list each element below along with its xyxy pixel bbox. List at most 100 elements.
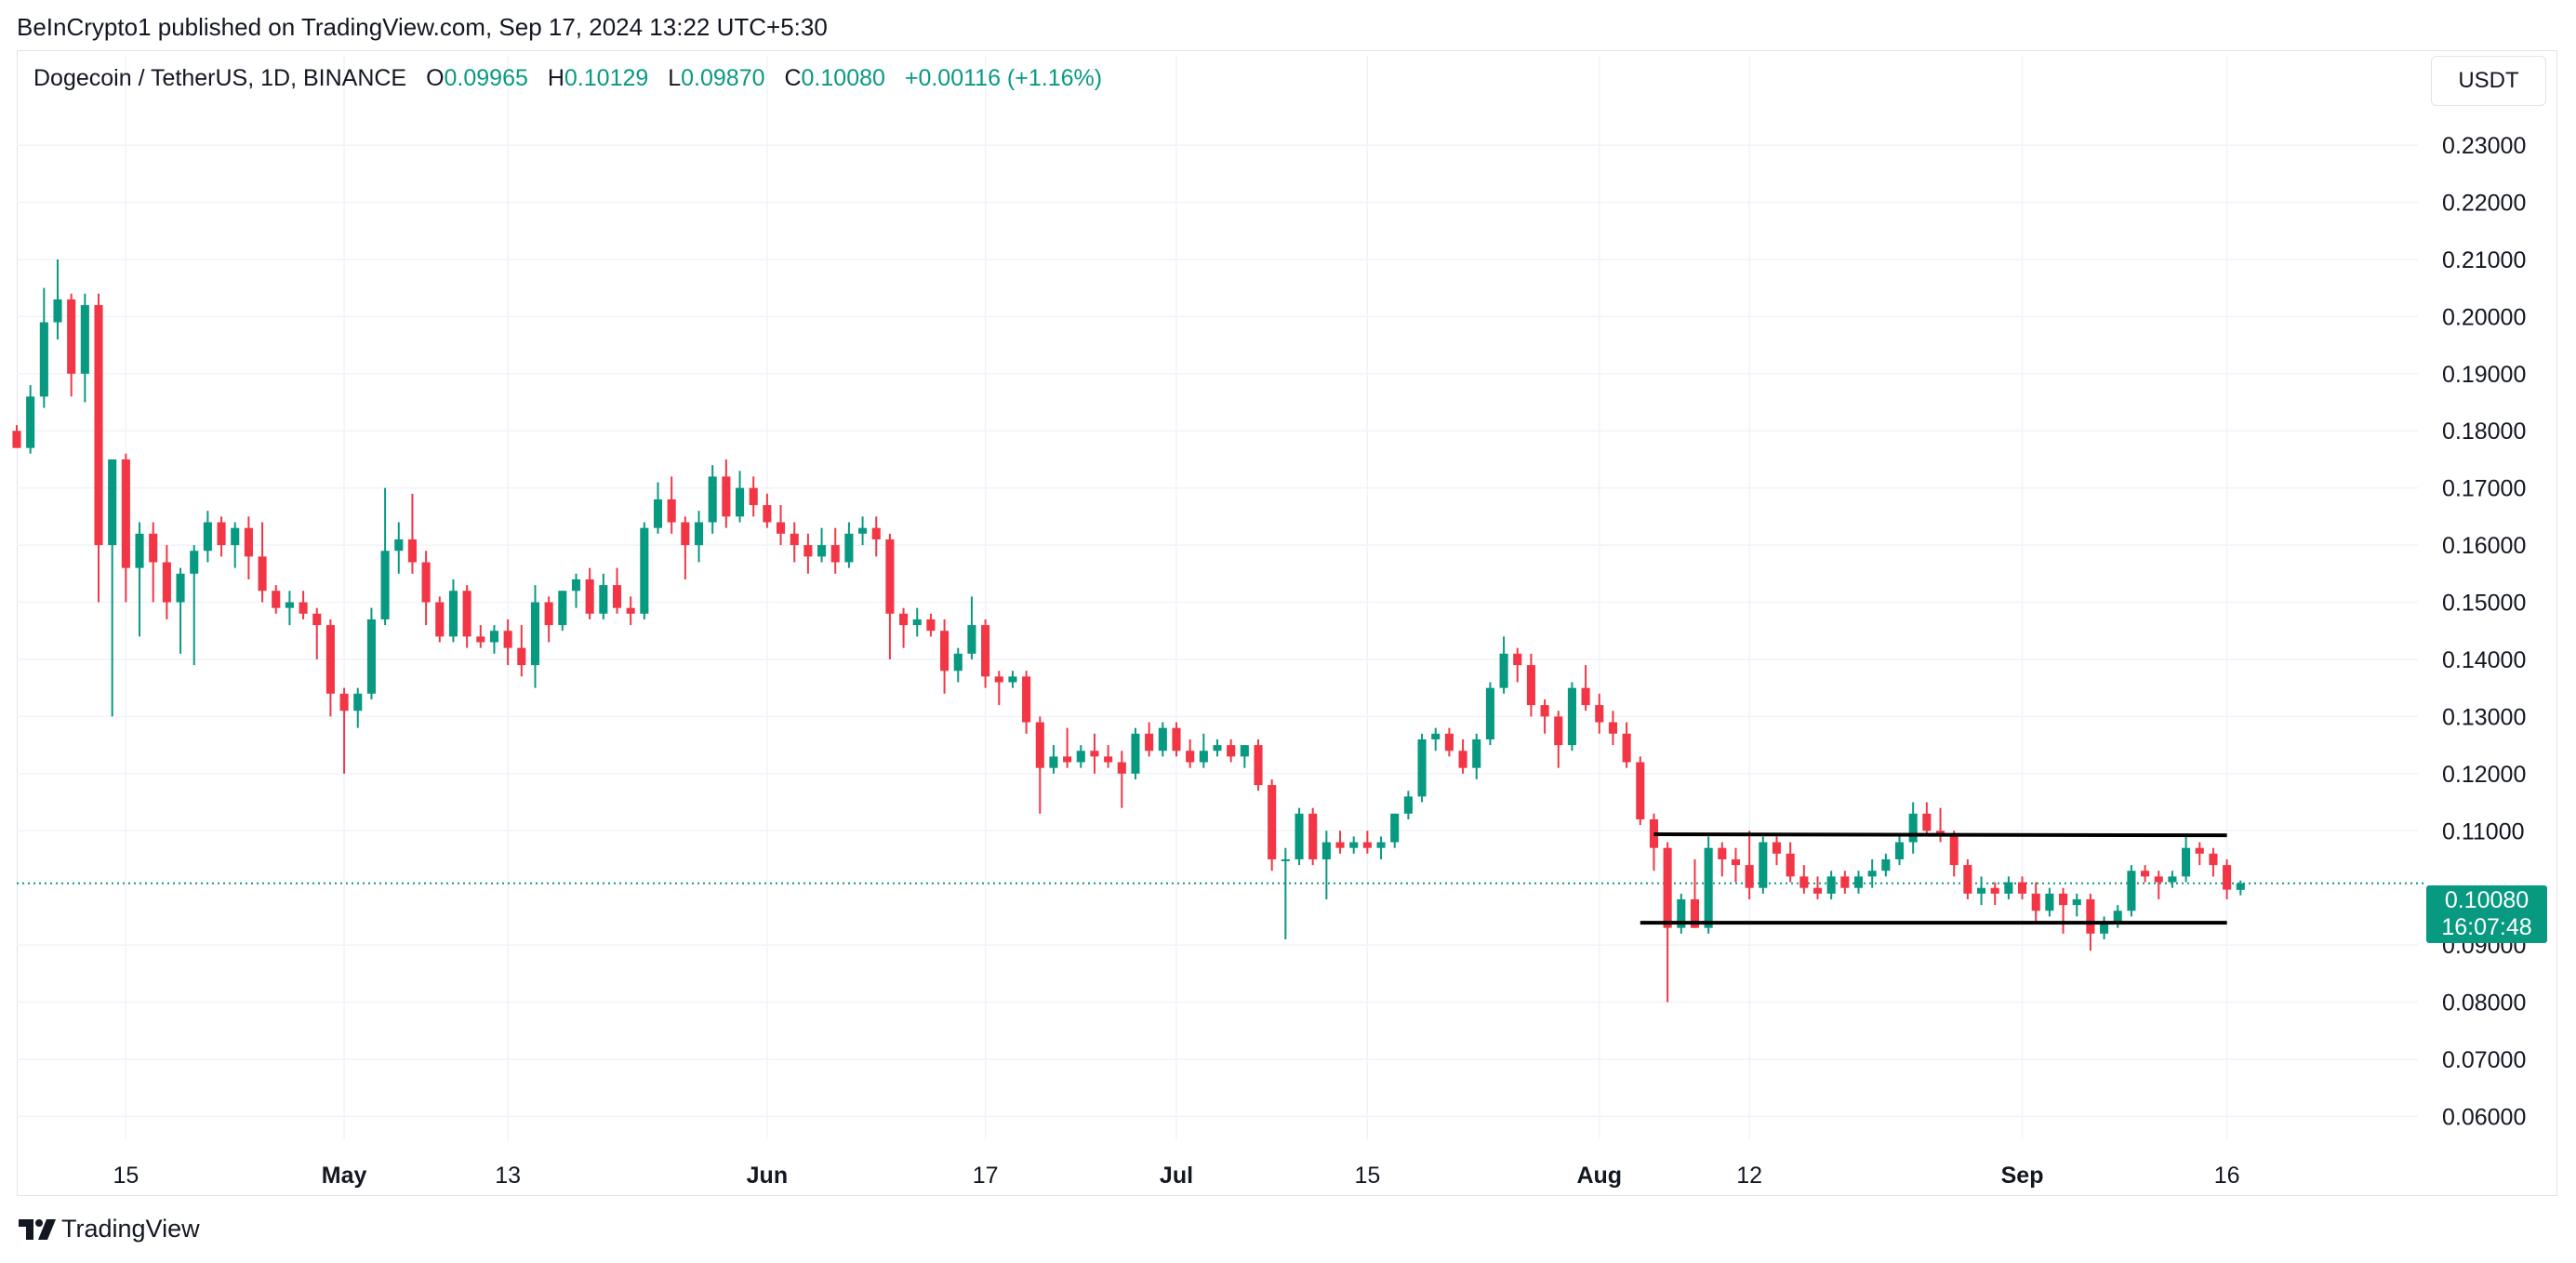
high-label: H bbox=[547, 65, 564, 91]
candle-body bbox=[1308, 813, 1318, 859]
candle-down bbox=[1335, 831, 1345, 854]
candle-body bbox=[1894, 842, 1905, 859]
candle-up bbox=[817, 527, 827, 563]
candle-down bbox=[2141, 865, 2150, 883]
candle-body bbox=[1117, 762, 1126, 774]
candle-body bbox=[517, 647, 526, 666]
tradingview-logo[interactable]: TradingView bbox=[19, 1215, 200, 1243]
high-value: 0.10129 bbox=[564, 65, 649, 91]
candle-up bbox=[1295, 807, 1304, 866]
candle-down bbox=[1812, 876, 1823, 899]
candle-up bbox=[858, 516, 868, 546]
candle-body bbox=[1213, 745, 1222, 751]
candle-down bbox=[681, 516, 690, 579]
candle-body bbox=[1199, 751, 1208, 763]
candle-body bbox=[2031, 893, 2040, 911]
last-price-tag: 0.10080 16:07:48 bbox=[2426, 885, 2547, 943]
candle-body bbox=[1158, 727, 1167, 751]
candle-up bbox=[1567, 682, 1576, 751]
candle-body bbox=[2004, 882, 2013, 894]
candle-down bbox=[803, 533, 813, 574]
symbol-name[interactable]: Dogecoin / TetherUS, 1D, BINANCE bbox=[33, 65, 407, 91]
candle-down bbox=[407, 493, 417, 574]
candle-body bbox=[1867, 871, 1877, 877]
candle-body bbox=[776, 522, 786, 534]
candle-body bbox=[1908, 813, 1918, 843]
candle-down bbox=[1840, 871, 1850, 894]
candle-body bbox=[312, 613, 322, 626]
candle-body bbox=[1540, 705, 1549, 717]
candle-up bbox=[231, 522, 240, 568]
candle-up bbox=[1008, 671, 1017, 688]
candle-body bbox=[667, 499, 676, 523]
candle-body bbox=[981, 625, 990, 677]
y-tick-label: 0.16000 bbox=[2442, 533, 2526, 559]
candle-body bbox=[94, 305, 103, 546]
candle-body bbox=[1008, 676, 1017, 683]
candle-body bbox=[1035, 722, 1044, 768]
candle-body bbox=[953, 653, 963, 671]
candle-body bbox=[121, 459, 130, 568]
bar-countdown: 16:07:48 bbox=[2441, 914, 2532, 940]
candle-up bbox=[694, 511, 704, 563]
candle-body bbox=[1335, 842, 1345, 848]
candle-body bbox=[2045, 893, 2054, 911]
candle-up bbox=[1431, 727, 1441, 751]
candle-body bbox=[1567, 687, 1576, 746]
candle-down bbox=[1786, 842, 1795, 883]
candle-down bbox=[2195, 842, 2204, 866]
candle-body bbox=[1595, 705, 1604, 723]
candle-up bbox=[1417, 733, 1427, 803]
candle-body bbox=[885, 538, 895, 614]
candle-down bbox=[981, 618, 990, 688]
candle-body bbox=[1268, 785, 1277, 859]
candle-body bbox=[108, 459, 117, 546]
candle-up bbox=[2100, 916, 2109, 939]
candle-body bbox=[1963, 865, 1972, 894]
candle-body bbox=[1472, 738, 1481, 768]
candle-down bbox=[1458, 738, 1467, 774]
candle-body bbox=[1485, 687, 1494, 739]
candle-body bbox=[1949, 836, 1959, 866]
candle-down bbox=[244, 516, 253, 579]
candle-up bbox=[176, 567, 185, 654]
candle-body bbox=[1227, 745, 1236, 757]
candle-down bbox=[462, 585, 471, 648]
candle-body bbox=[2223, 865, 2232, 890]
x-tick-label: 12 bbox=[1736, 1163, 1762, 1189]
candle-down bbox=[67, 293, 76, 397]
candle-body bbox=[1690, 898, 1700, 928]
candle-up bbox=[190, 545, 199, 666]
change-value: +0.00116 (+1.16%) bbox=[904, 65, 1103, 91]
candle-body bbox=[1254, 745, 1263, 786]
candle-body bbox=[926, 618, 936, 632]
candle-down bbox=[1022, 671, 1031, 734]
candle-body bbox=[1745, 865, 1754, 888]
candle-body bbox=[2100, 922, 2109, 934]
candle-down bbox=[926, 613, 936, 637]
candle-body bbox=[1718, 847, 1727, 859]
candle-up bbox=[1376, 836, 1386, 859]
candle-body bbox=[1417, 738, 1427, 797]
candle-up bbox=[530, 585, 540, 688]
y-tick-label: 0.13000 bbox=[2442, 704, 2526, 730]
candle-down bbox=[1595, 693, 1604, 734]
candle-up bbox=[80, 293, 89, 403]
currency-button[interactable]: USDT bbox=[2431, 56, 2546, 106]
candle-up bbox=[1281, 847, 1290, 939]
candle-body bbox=[1063, 756, 1072, 763]
candle-up bbox=[1853, 871, 1864, 894]
candle-body bbox=[1649, 818, 1659, 848]
candle-body bbox=[830, 545, 840, 563]
candle-body bbox=[12, 431, 21, 448]
candle-down bbox=[1690, 858, 1700, 928]
candle-up bbox=[558, 591, 567, 632]
x-tick-label: 15 bbox=[113, 1163, 139, 1189]
annotations[interactable] bbox=[1640, 831, 2227, 925]
candle-body bbox=[435, 602, 445, 637]
candle-body bbox=[967, 625, 976, 654]
candle-up bbox=[967, 596, 976, 659]
candle-body bbox=[285, 602, 294, 608]
candle-down bbox=[476, 625, 485, 648]
